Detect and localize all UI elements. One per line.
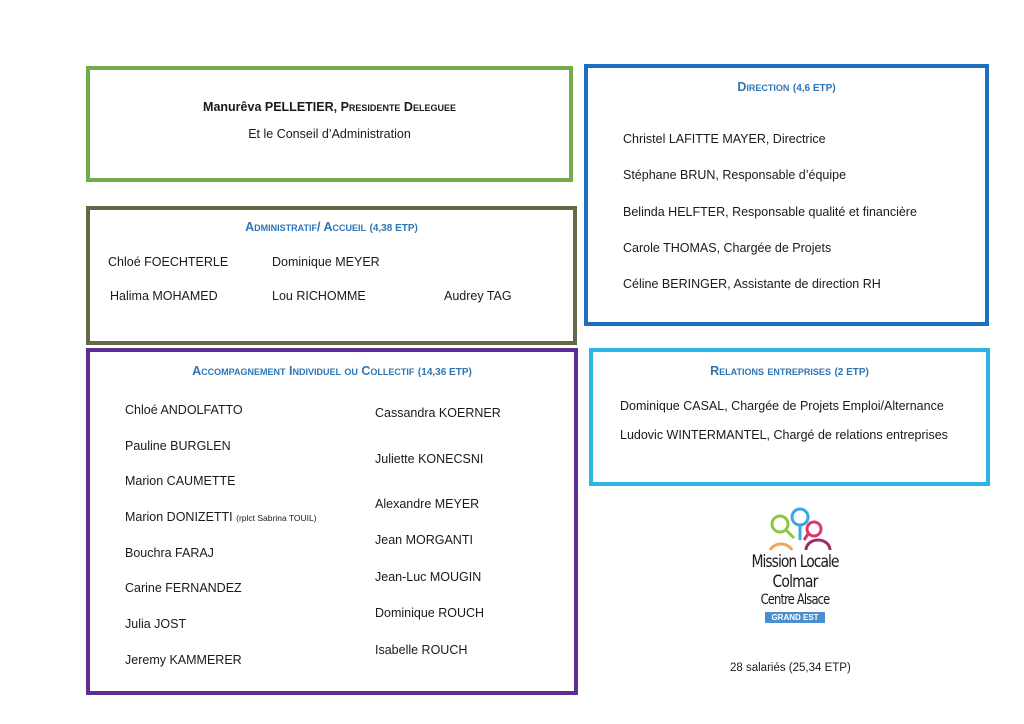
member: Alexandre MEYER	[375, 497, 480, 511]
member: Dominique MEYER	[272, 255, 380, 269]
mission-locale-logo: Mission Locale Colmar Centre Alsace GRAN…	[730, 506, 860, 636]
people-logo-icon	[768, 507, 832, 551]
direction-title: Direction (4,6 ETP)	[737, 80, 836, 94]
member: Chloé ANDOLFATTO	[125, 403, 243, 417]
member: Belinda HELFTER, Responsable qualité et …	[623, 205, 917, 219]
member: Pauline BURGLEN	[125, 439, 231, 453]
logo-badge: GRAND EST	[765, 612, 825, 623]
president-box: Manurêva PELLETIER, Presidente Deleguee …	[86, 66, 573, 182]
accompagnement-box: Accompagnement Individuel ou Collectif (…	[86, 348, 578, 695]
member: Lou RICHOMME	[272, 289, 366, 303]
member: Christel LAFITTE MAYER, Directrice	[623, 132, 826, 146]
member: Jean MORGANTI	[375, 533, 473, 547]
replacement-note: (rplct Sabrina TOUIL)	[236, 513, 317, 523]
member: Julia JOST	[125, 617, 187, 631]
member: Céline BERINGER, Assistante de direction…	[623, 277, 881, 291]
logo-text: Colmar	[772, 572, 818, 592]
member: Audrey TAG	[444, 289, 512, 303]
member: Carole THOMAS, Chargée de Projets	[623, 241, 832, 255]
member: Bouchra FARAJ	[125, 546, 214, 560]
relations-box: Relations entreprises (2 ETP) Dominique …	[589, 348, 990, 486]
president-role: Presidente Deleguee	[340, 100, 456, 114]
member: Jean-Luc MOUGIN	[375, 570, 482, 584]
accompagnement-title: Accompagnement Individuel ou Collectif (…	[192, 364, 472, 378]
logo-text: Mission Locale	[751, 552, 839, 572]
member: Carine FERNANDEZ	[125, 581, 242, 595]
relations-title: Relations entreprises (2 ETP)	[710, 364, 869, 378]
administratif-title: Administratif/ Accueil (4,38 ETP)	[245, 220, 418, 234]
president-name: Manurêva PELLETIER,	[203, 100, 338, 114]
member: Marion CAUMETTE	[125, 474, 236, 488]
council-label: Et le Conseil d’Administration	[248, 127, 411, 141]
staff-summary: 28 salariés (25,34 ETP)	[730, 662, 851, 674]
member: Isabelle ROUCH	[375, 643, 468, 657]
member: Marion DONIZETTI (rplct Sabrina TOUIL)	[125, 510, 317, 524]
administratif-box: Administratif/ Accueil (4,38 ETP) Chloé …	[86, 206, 577, 345]
member: Ludovic WINTERMANTEL, Chargé de relation…	[620, 428, 948, 442]
member: Dominique ROUCH	[375, 606, 485, 620]
member: Chloé FOECHTERLE	[108, 255, 229, 269]
member: Stéphane BRUN, Responsable d’équipe	[623, 168, 847, 182]
member: Juliette KONECSNI	[375, 452, 484, 466]
direction-box: Direction (4,6 ETP) Christel LAFITTE MAY…	[584, 64, 989, 326]
logo-text: Centre Alsace	[760, 592, 831, 608]
member: Dominique CASAL, Chargée de Projets Empl…	[620, 399, 944, 413]
president-line: Manurêva PELLETIER, Presidente Deleguee	[90, 100, 569, 114]
member: Cassandra KOERNER	[375, 406, 501, 420]
member: Jeremy KAMMERER	[125, 653, 242, 667]
member: Halima MOHAMED	[110, 289, 218, 303]
